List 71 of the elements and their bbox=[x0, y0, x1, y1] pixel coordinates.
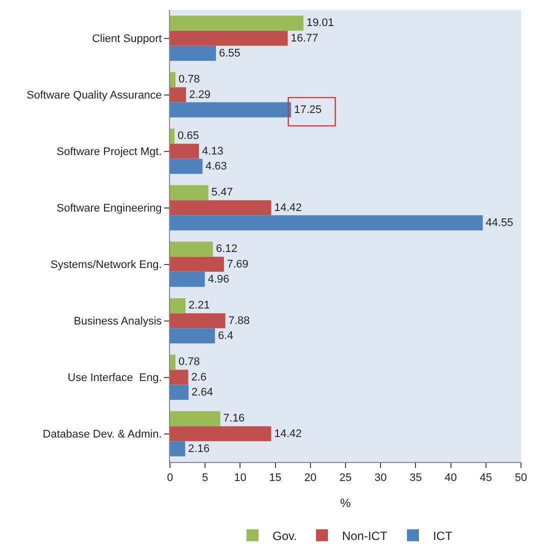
legend-label: Non-ICT bbox=[342, 528, 388, 543]
bar bbox=[170, 272, 205, 287]
data-label: 0.78 bbox=[178, 356, 200, 368]
bar bbox=[170, 128, 175, 144]
data-label: 0.78 bbox=[178, 74, 200, 86]
data-label: 7.88 bbox=[228, 314, 250, 327]
x-tick-label: 20 bbox=[304, 472, 317, 484]
bar bbox=[170, 87, 186, 102]
x-tick-label: 5 bbox=[202, 472, 208, 484]
data-label: 4.13 bbox=[202, 145, 224, 158]
data-label: 44.55 bbox=[486, 216, 514, 229]
bar bbox=[170, 144, 199, 159]
x-tick-label: 50 bbox=[514, 472, 528, 484]
bar bbox=[170, 441, 186, 456]
bar bbox=[170, 46, 216, 61]
bar bbox=[170, 102, 292, 118]
data-label: 5.47 bbox=[211, 186, 233, 199]
bar bbox=[170, 256, 224, 272]
data-label: 2.64 bbox=[192, 386, 213, 398]
y-tick-label: Systems/Network Eng. bbox=[50, 259, 162, 272]
x-tick-label: 10 bbox=[234, 472, 246, 484]
bar bbox=[170, 185, 208, 200]
x-tick-label: 0 bbox=[166, 472, 174, 484]
data-label: 0.65 bbox=[178, 130, 199, 142]
x-tick-label: 30 bbox=[374, 472, 387, 484]
x-tick-label: 35 bbox=[410, 472, 422, 484]
bar bbox=[170, 242, 213, 257]
bar bbox=[170, 328, 215, 344]
bar bbox=[170, 426, 272, 442]
bar bbox=[170, 354, 176, 370]
bar bbox=[170, 313, 226, 328]
data-label: 4.63 bbox=[206, 160, 227, 172]
data-label: 6.55 bbox=[218, 47, 240, 60]
data-label: 14.42 bbox=[274, 428, 302, 440]
y-tick-label: Use Interface Eng. bbox=[68, 372, 162, 384]
y-tick-label: Client Support bbox=[92, 33, 162, 46]
bar bbox=[170, 16, 304, 31]
data-label: 6.12 bbox=[216, 243, 238, 256]
bar bbox=[170, 215, 483, 230]
data-label: 2.16 bbox=[188, 442, 210, 455]
bar bbox=[170, 298, 186, 314]
legend-label: Gov. bbox=[272, 528, 297, 543]
bar bbox=[170, 158, 202, 174]
bar bbox=[170, 30, 288, 46]
data-label: 2.21 bbox=[188, 300, 210, 312]
y-tick-label: Business Analysis bbox=[74, 316, 162, 328]
bar bbox=[170, 411, 220, 426]
y-tick-label: Software Quality Assurance bbox=[26, 90, 162, 102]
x-tick-label: 15 bbox=[269, 472, 282, 484]
data-label: 7.16 bbox=[223, 412, 245, 425]
data-label: 2.6 bbox=[191, 371, 207, 384]
data-label: 17.25 bbox=[294, 104, 322, 116]
bar bbox=[170, 370, 188, 385]
x-tick-label: 40 bbox=[444, 472, 457, 484]
data-label: 4.96 bbox=[208, 273, 230, 286]
bar bbox=[170, 200, 272, 216]
bar bbox=[170, 384, 189, 400]
y-tick-label: Database Dev. & Admin. bbox=[42, 428, 162, 441]
bar bbox=[170, 72, 176, 88]
data-label: 16.77 bbox=[290, 32, 318, 44]
data-label: 14.42 bbox=[274, 202, 302, 214]
legend-label: ICT bbox=[432, 528, 453, 543]
y-tick-label: Software Engineering bbox=[56, 202, 162, 215]
y-tick-label: Software Project Mgt. bbox=[56, 146, 162, 158]
data-label: 6.4 bbox=[218, 330, 234, 342]
x-axis-title: % bbox=[340, 496, 352, 510]
x-tick-label: 45 bbox=[480, 472, 492, 484]
x-tick-label: 25 bbox=[339, 472, 352, 484]
data-label: 19.01 bbox=[306, 17, 334, 30]
data-label: 2.29 bbox=[189, 88, 210, 101]
data-label: 7.69 bbox=[226, 258, 248, 270]
